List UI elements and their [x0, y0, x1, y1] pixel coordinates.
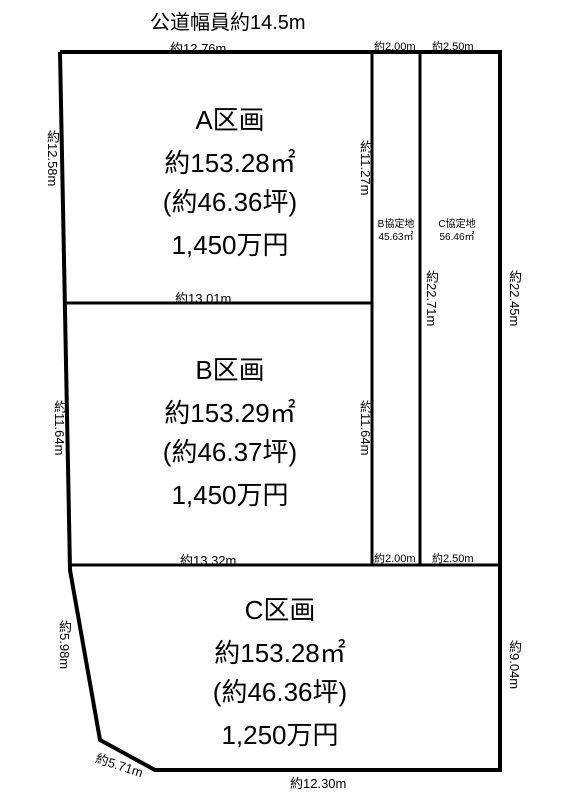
plot-a-price: 1,450万円 — [100, 225, 360, 262]
dim-mid-bc-c: 約2.50m — [432, 550, 474, 566]
dim-top-b: 約2.00m — [374, 38, 416, 54]
plot-b-tsubo: (約46.37坪) — [100, 432, 360, 469]
dim-right-upper: 約22.45m — [505, 270, 524, 326]
dim-right-lower: 約9.04m — [505, 640, 524, 689]
plot-diagram: 公道幅員約14.5m 約12.76m 約2.00m 約2.50m 約12.58m… — [0, 0, 572, 800]
plot-a-tsubo: (約46.36坪) — [100, 182, 360, 219]
plot-c-name: C区画 — [150, 590, 410, 627]
plot-b: B区画 約153.29㎡ (約46.37坪) 1,450万円 — [100, 350, 360, 512]
road-width-title: 公道幅員約14.5m — [150, 6, 306, 35]
dim-top-a: 約12.76m — [170, 38, 226, 57]
plot-b-area: 約153.29㎡ — [100, 393, 360, 430]
dim-left-a: 約12.58m — [43, 130, 62, 186]
dim-left-b: 約11.64m — [50, 400, 69, 455]
plot-c-price: 1,250万円 — [150, 715, 410, 752]
plot-c-tsubo: (約46.36坪) — [150, 672, 410, 709]
narrow-c-label: C協定地 — [432, 218, 482, 231]
plot-a-name: A区画 — [100, 100, 360, 137]
dim-mid-bc: 約13.32m — [180, 550, 236, 569]
narrow-b-area: 45.63㎡ — [375, 231, 417, 244]
dim-top-c: 約2.50m — [432, 38, 474, 54]
narrow-c: C協定地 56.46㎡ — [432, 218, 482, 244]
dim-mid-bc-b: 約2.00m — [374, 550, 416, 566]
dim-bottom: 約12.30m — [290, 773, 346, 792]
narrow-b-label: B協定地 — [375, 218, 417, 231]
plot-b-price: 1,450万円 — [100, 475, 360, 512]
dim-left-c: 約5.98m — [55, 620, 74, 669]
narrow-c-area: 56.46㎡ — [432, 231, 482, 244]
plot-c-area: 約153.28㎡ — [150, 633, 410, 670]
dim-inner-narrow: 約22.71m — [422, 270, 441, 326]
narrow-b: B協定地 45.63㎡ — [375, 218, 417, 244]
dim-mid-ab: 約13.01m — [175, 288, 231, 307]
plot-a-area: 約153.28㎡ — [100, 143, 360, 180]
plot-b-name: B区画 — [100, 350, 360, 387]
plot-a: A区画 約153.28㎡ (約46.36坪) 1,450万円 — [100, 100, 360, 262]
plot-c: C区画 約153.28㎡ (約46.36坪) 1,250万円 — [150, 590, 410, 752]
